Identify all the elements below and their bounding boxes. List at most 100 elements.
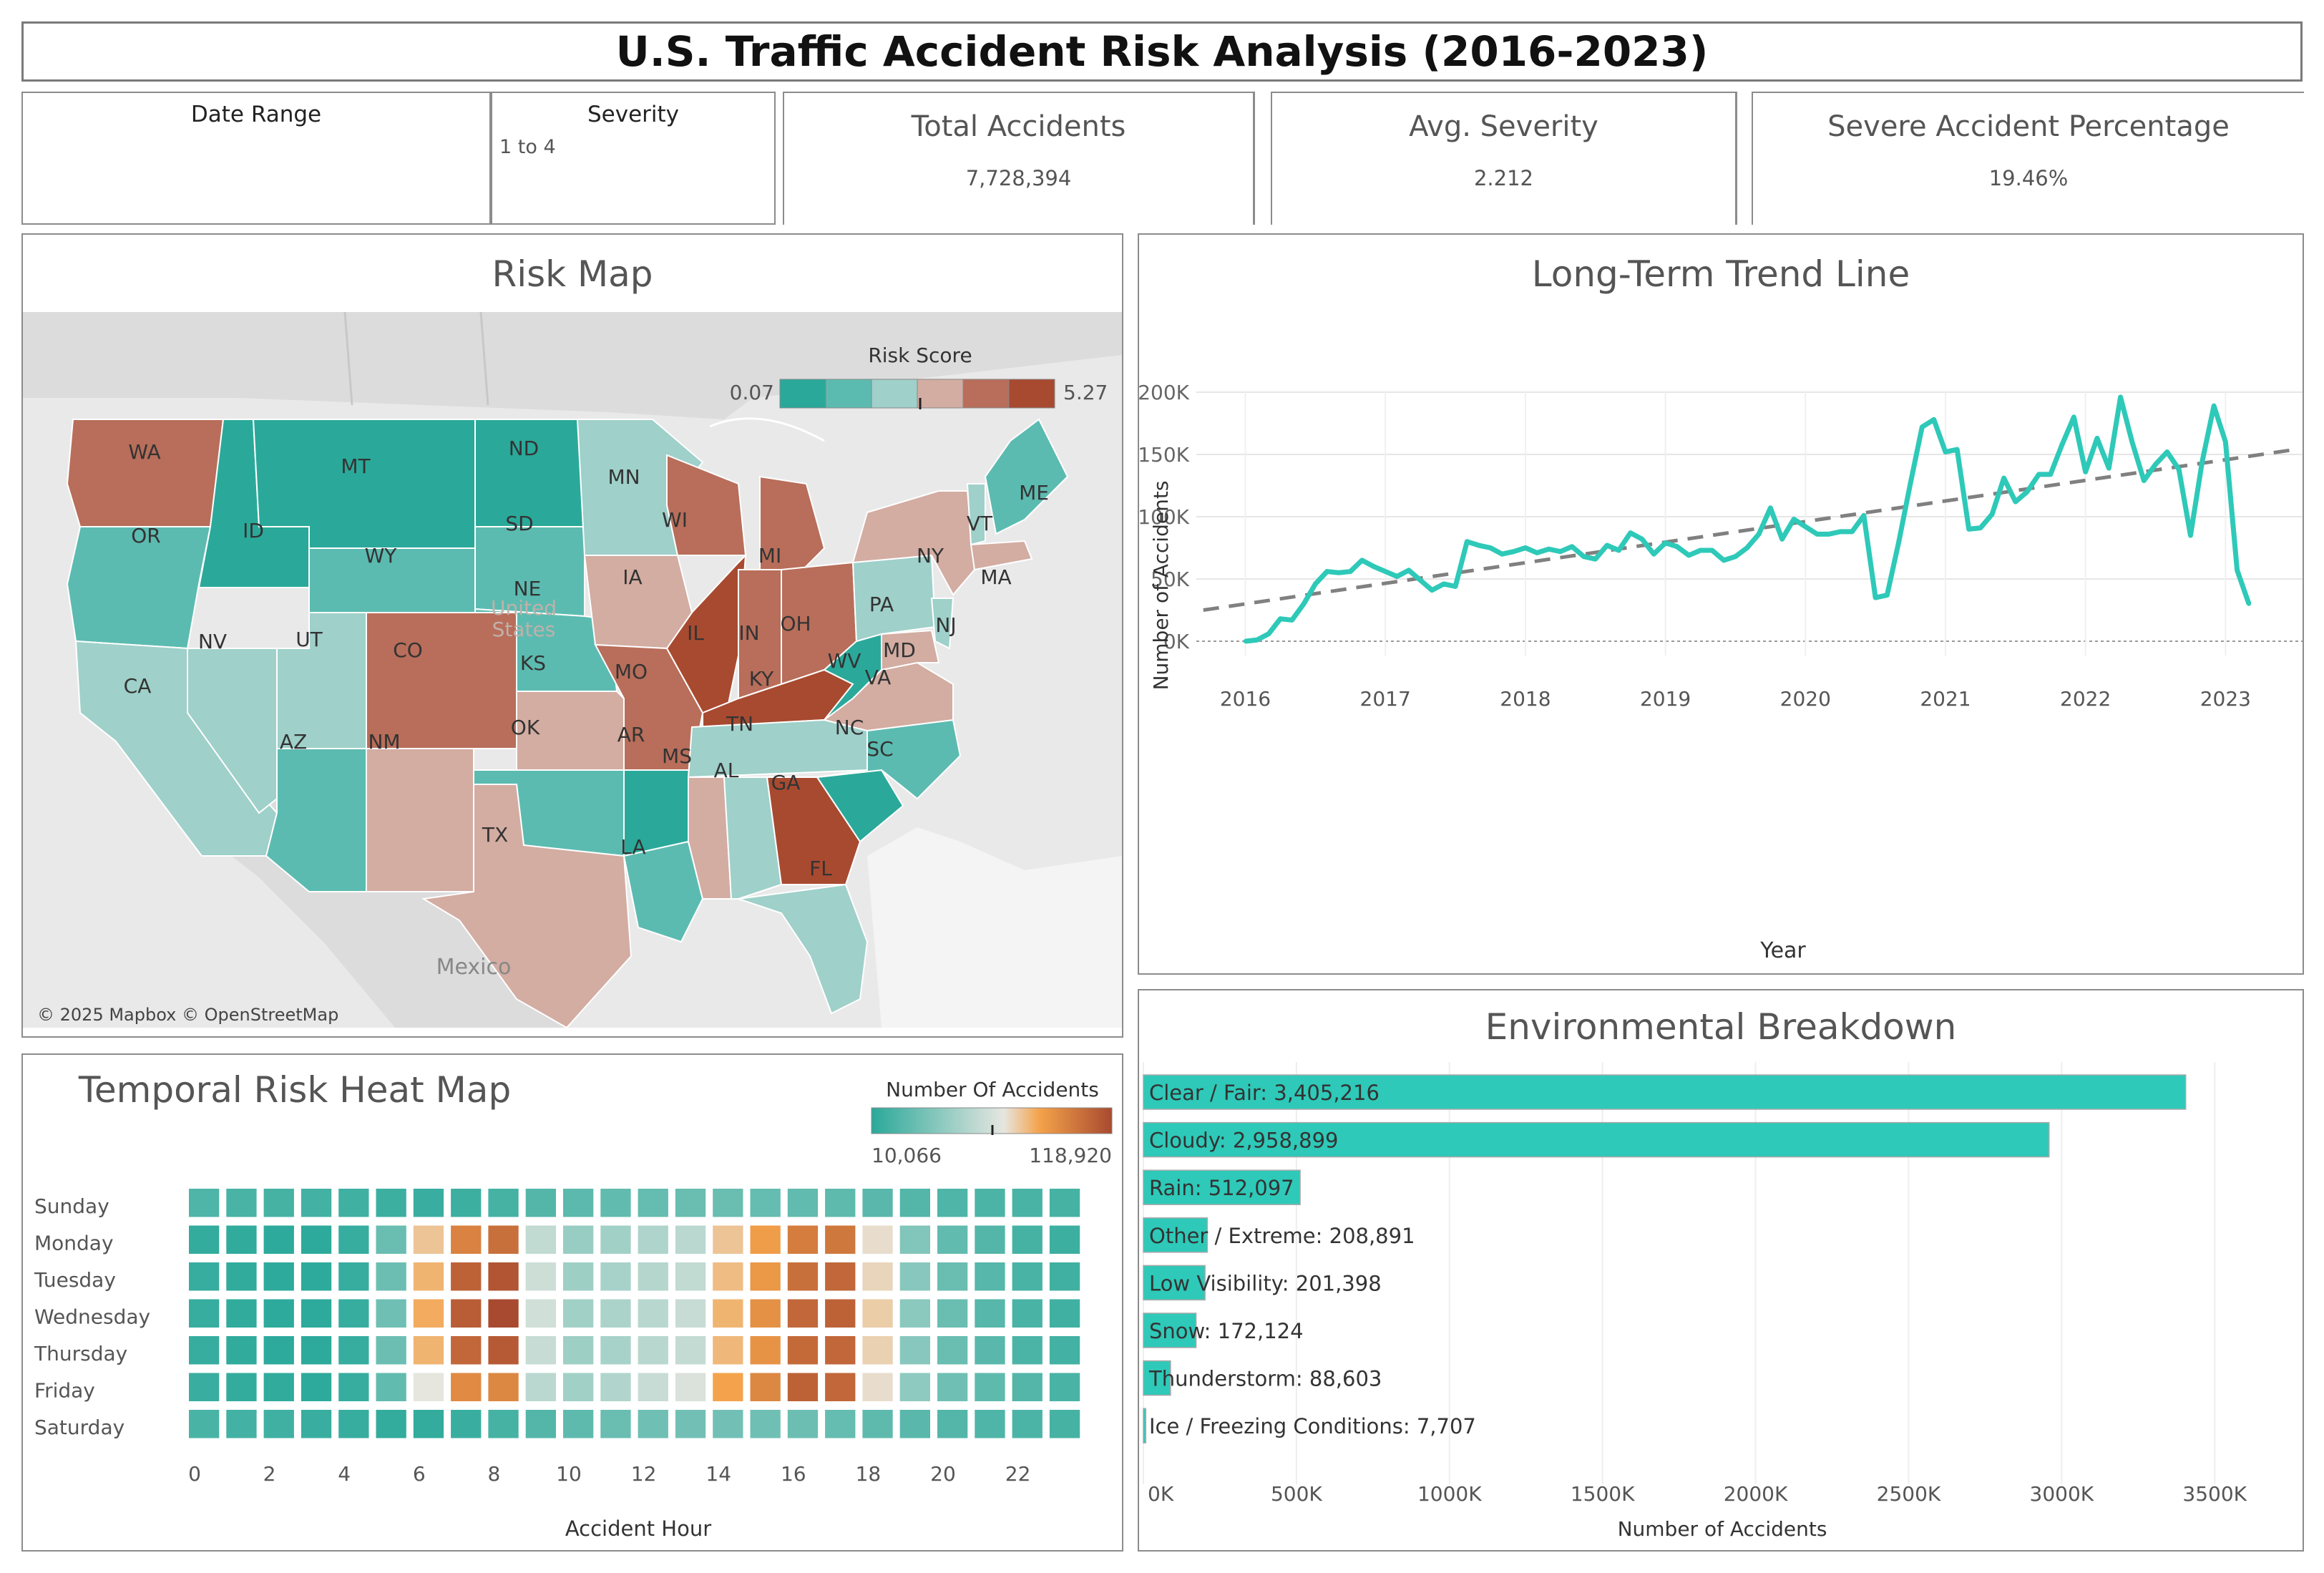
heatmap-cell[interactable] bbox=[488, 1225, 519, 1255]
state-NY[interactable] bbox=[851, 490, 976, 596]
env-bar[interactable] bbox=[1143, 1217, 1209, 1253]
trend-point[interactable] bbox=[1371, 564, 1376, 569]
heatmap-cell[interactable] bbox=[750, 1373, 781, 1402]
heatmap-cell[interactable] bbox=[1049, 1262, 1080, 1291]
heatmap-cell[interactable] bbox=[825, 1336, 856, 1365]
trend-series-line[interactable] bbox=[1245, 394, 2252, 644]
heatmap-cell[interactable] bbox=[338, 1410, 369, 1438]
heatmap-cell[interactable] bbox=[263, 1189, 294, 1217]
trend-point[interactable] bbox=[1302, 601, 1307, 606]
heatmap-cell[interactable] bbox=[600, 1299, 631, 1328]
heatmap-cell[interactable] bbox=[1012, 1225, 1043, 1255]
trend-point[interactable] bbox=[1931, 417, 1936, 422]
heatmap-cell[interactable] bbox=[451, 1373, 482, 1402]
heatmap-cell[interactable] bbox=[413, 1373, 444, 1402]
heatmap-cell[interactable] bbox=[862, 1336, 893, 1365]
trend-point[interactable] bbox=[2071, 414, 2076, 419]
trend-point[interactable] bbox=[1406, 568, 1411, 573]
trend-point[interactable] bbox=[2083, 469, 2088, 474]
heatmap-cell[interactable] bbox=[338, 1336, 369, 1365]
heatmap-cell[interactable] bbox=[937, 1225, 968, 1255]
heatmap-cell[interactable] bbox=[1049, 1225, 1080, 1255]
heatmap-cell[interactable] bbox=[263, 1336, 294, 1365]
heatmap-cell[interactable] bbox=[750, 1410, 781, 1438]
heatmap-cell[interactable] bbox=[1012, 1373, 1043, 1402]
heatmap-cell[interactable] bbox=[825, 1373, 856, 1402]
heatmap-cell[interactable] bbox=[301, 1373, 332, 1402]
heatmap-cell[interactable] bbox=[825, 1262, 856, 1291]
trend-point[interactable] bbox=[1955, 447, 1960, 452]
heatmap-cell[interactable] bbox=[525, 1410, 556, 1438]
heatmap-cell[interactable] bbox=[1049, 1410, 1080, 1438]
trend-point[interactable] bbox=[1815, 532, 1820, 537]
heatmap-cell[interactable] bbox=[301, 1189, 332, 1217]
heatmap-cell[interactable] bbox=[899, 1336, 930, 1365]
trend-point[interactable] bbox=[2025, 490, 2030, 495]
state-NJ[interactable] bbox=[930, 598, 954, 650]
heatmap-cell[interactable] bbox=[675, 1410, 706, 1438]
trend-point[interactable] bbox=[1698, 547, 1703, 552]
state-AL[interactable] bbox=[723, 776, 783, 900]
trend-point[interactable] bbox=[2142, 478, 2147, 483]
heatmap-cell[interactable] bbox=[937, 1189, 968, 1217]
heatmap-cell[interactable] bbox=[488, 1262, 519, 1291]
trend-point[interactable] bbox=[1651, 552, 1656, 557]
heatmap-cell[interactable] bbox=[675, 1225, 706, 1255]
trend-point[interactable] bbox=[1441, 581, 1446, 586]
state-FL[interactable] bbox=[738, 883, 869, 1015]
heatmap-cell[interactable] bbox=[899, 1299, 930, 1328]
trend-point[interactable] bbox=[1337, 570, 1342, 575]
trend-point[interactable] bbox=[2188, 533, 2193, 538]
heatmap-cell[interactable] bbox=[975, 1336, 1005, 1365]
trend-point[interactable] bbox=[1570, 544, 1575, 549]
trend-point[interactable] bbox=[1920, 424, 1925, 429]
state-MS[interactable] bbox=[688, 776, 733, 900]
heatmap-cell[interactable] bbox=[189, 1299, 220, 1328]
heatmap-cell[interactable] bbox=[787, 1262, 819, 1291]
heatmap-cell[interactable] bbox=[899, 1373, 930, 1402]
heatmap-cell[interactable] bbox=[750, 1336, 781, 1365]
heatmap-cell[interactable] bbox=[600, 1373, 631, 1402]
heatmap-cell[interactable] bbox=[263, 1299, 294, 1328]
heatmap-cell[interactable] bbox=[488, 1299, 519, 1328]
heatmap-cell[interactable] bbox=[675, 1373, 706, 1402]
state-PA[interactable] bbox=[851, 554, 937, 643]
trend-point[interactable] bbox=[2106, 466, 2111, 471]
trend-point[interactable] bbox=[1733, 554, 1738, 559]
env-bar[interactable] bbox=[1143, 1313, 1197, 1348]
heatmap-cell[interactable] bbox=[488, 1189, 519, 1217]
trend-point[interactable] bbox=[1744, 545, 1749, 550]
heatmap-cell[interactable] bbox=[226, 1262, 257, 1291]
trend-point[interactable] bbox=[1243, 639, 1248, 643]
heatmap-cell[interactable] bbox=[189, 1225, 220, 1255]
heatmap-cell[interactable] bbox=[975, 1225, 1005, 1255]
heatmap-cell[interactable] bbox=[899, 1189, 930, 1217]
trend-point[interactable] bbox=[1488, 545, 1493, 550]
heatmap-cell[interactable] bbox=[189, 1262, 220, 1291]
trend-point[interactable] bbox=[2118, 394, 2123, 399]
heatmap-cell[interactable] bbox=[825, 1189, 856, 1217]
heatmap-chart[interactable]: Number Of Accidents 10,066 118,920 Sunda… bbox=[23, 1055, 1122, 1550]
trend-point[interactable] bbox=[1500, 552, 1505, 557]
trend-point[interactable] bbox=[1558, 549, 1563, 554]
trend-point[interactable] bbox=[1768, 505, 1773, 510]
trend-point[interactable] bbox=[1453, 584, 1458, 589]
trend-point[interactable] bbox=[1990, 512, 1995, 517]
heatmap-cell[interactable] bbox=[451, 1189, 482, 1217]
heatmap-cell[interactable] bbox=[1012, 1299, 1043, 1328]
env-bar[interactable] bbox=[1143, 1360, 1171, 1396]
heatmap-cell[interactable] bbox=[413, 1225, 444, 1255]
heatmap-cell[interactable] bbox=[376, 1189, 406, 1217]
trend-point[interactable] bbox=[1628, 530, 1633, 535]
trend-point[interactable] bbox=[1686, 552, 1691, 557]
heatmap-cell[interactable] bbox=[525, 1189, 556, 1217]
trend-point[interactable] bbox=[1523, 545, 1528, 550]
heatmap-cell[interactable] bbox=[226, 1336, 257, 1365]
trend-point[interactable] bbox=[1722, 557, 1727, 563]
heatmap-cell[interactable] bbox=[301, 1410, 332, 1438]
heatmap-cell[interactable] bbox=[563, 1336, 594, 1365]
heatmap-cell[interactable] bbox=[975, 1299, 1005, 1328]
trend-point[interactable] bbox=[1383, 569, 1388, 574]
trend-point[interactable] bbox=[1359, 557, 1364, 563]
heatmap-cell[interactable] bbox=[263, 1225, 294, 1255]
